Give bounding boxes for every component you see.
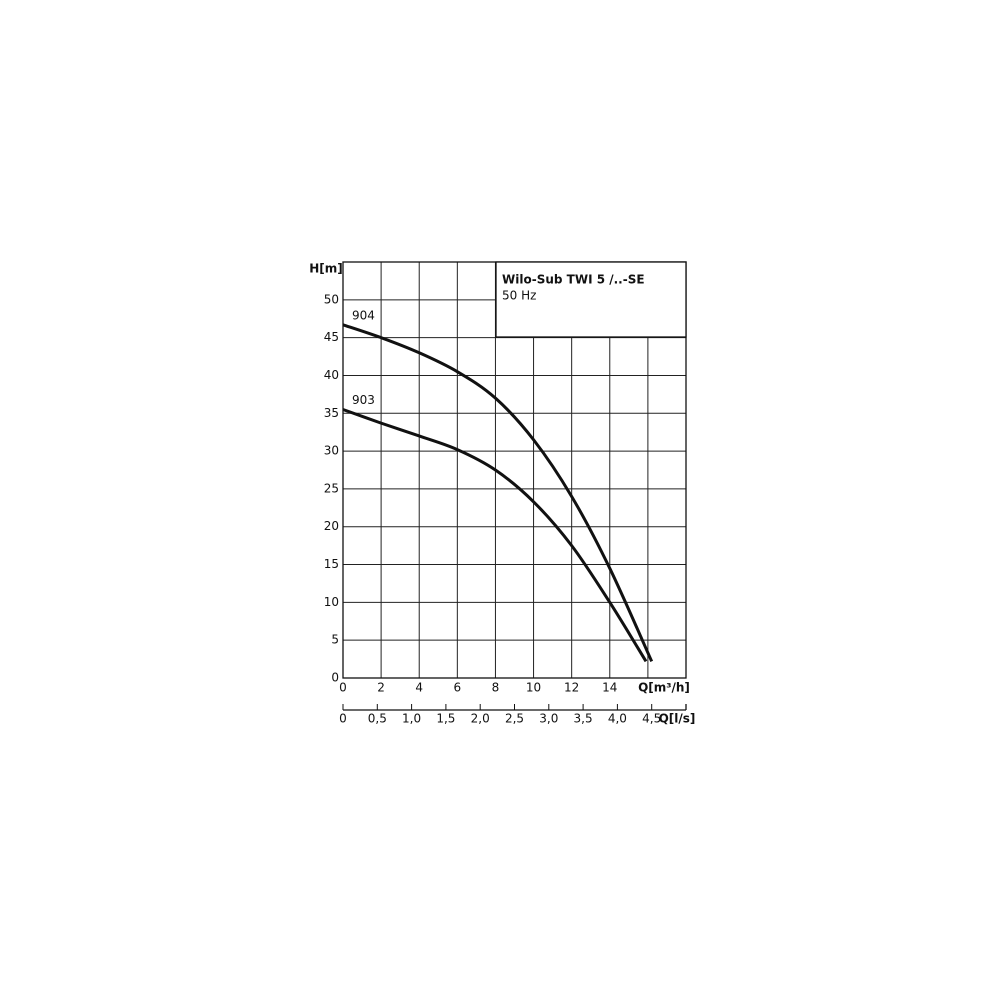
x-tick-label: 8: [492, 681, 500, 695]
x2-tick-label: 0: [339, 712, 347, 726]
chart-subtitle: 50 Hz: [502, 289, 536, 303]
x2-tick-label: 1,0: [402, 712, 421, 726]
x2-tick-label: 3,5: [574, 712, 593, 726]
curve: [342, 408, 648, 663]
x-tick-label: 6: [454, 681, 462, 695]
chart-title: Wilo-Sub TWI 5 /..-SE: [502, 273, 645, 287]
x-tick-label: 12: [564, 681, 579, 695]
y-tick-label: 25: [324, 481, 339, 495]
title-box: [495, 261, 687, 338]
x2-tick-label: 3,0: [539, 712, 558, 726]
y-tick-label: 0: [331, 671, 339, 685]
x2-tick-label: 2,0: [471, 712, 490, 726]
y-tick-label: 5: [331, 633, 339, 647]
x2-tick-label: 4,0: [608, 712, 627, 726]
x2-tick-label: 2,5: [505, 712, 524, 726]
y-tick-label: 15: [324, 557, 339, 571]
curve: [342, 323, 654, 662]
x-tick-label: 14: [602, 681, 617, 695]
y-tick-label: 10: [324, 595, 339, 609]
y-tick-label: 50: [324, 292, 339, 306]
x-axis-label: Q[m³/h]: [638, 681, 690, 695]
y-tick-label: 30: [324, 444, 339, 458]
x-tick-label: 2: [377, 681, 385, 695]
y-axis-label: H[m]: [309, 262, 343, 276]
x-tick-label: 10: [526, 681, 541, 695]
x2-tick-label: 1,5: [436, 712, 455, 726]
y-tick-label: 35: [324, 406, 339, 420]
x-tick-label: 0: [339, 681, 347, 695]
series-label: 903: [352, 393, 375, 407]
x2-axis-label: Q[l/s]: [659, 712, 696, 726]
series-label: 904: [352, 308, 375, 322]
y-tick-label: 45: [324, 330, 339, 344]
x-tick-label: 4: [415, 681, 423, 695]
x2-tick-label: 0,5: [368, 712, 387, 726]
x2-tick-label: 4,5: [642, 712, 661, 726]
y-tick-label: 20: [324, 519, 339, 533]
y-tick-label: 40: [324, 368, 339, 382]
